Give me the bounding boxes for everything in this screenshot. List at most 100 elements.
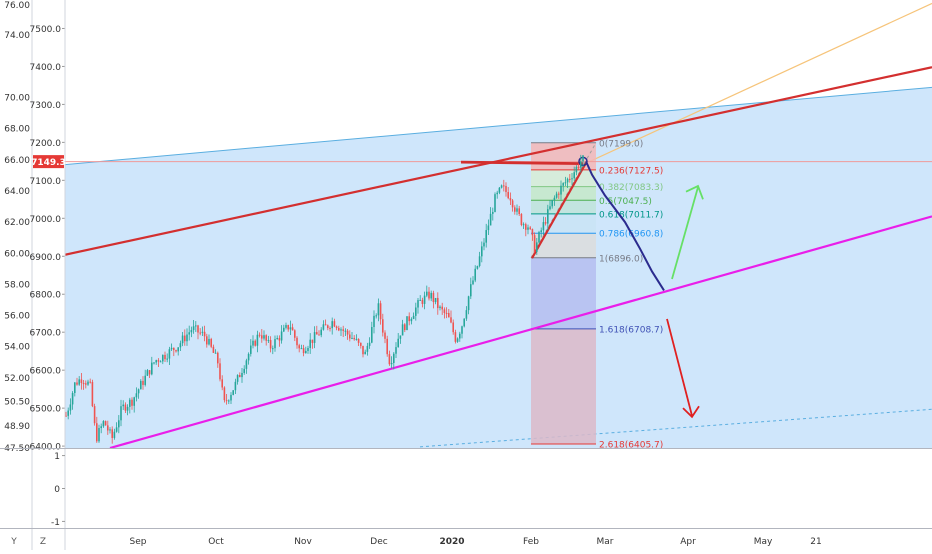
scale-button-y[interactable]: Y xyxy=(10,537,17,547)
candle-body xyxy=(566,178,569,183)
candle-body xyxy=(544,222,547,224)
left-axis-tick-label: 48.90 xyxy=(4,422,30,432)
candle-body xyxy=(375,315,377,317)
candle-body xyxy=(243,368,245,373)
candle-body xyxy=(430,292,432,299)
candle-body xyxy=(278,338,281,341)
candle-body xyxy=(153,362,155,364)
candle-body xyxy=(580,161,582,168)
candle-body xyxy=(287,325,289,330)
candle-body xyxy=(285,325,287,328)
candle-body xyxy=(461,326,463,334)
candle-body xyxy=(505,185,507,193)
red-resistance-line xyxy=(460,160,584,166)
scale-button-z[interactable]: Z xyxy=(40,537,46,547)
time-axis-tick-label: Oct xyxy=(208,537,224,547)
candle-body xyxy=(421,299,424,304)
candle-body xyxy=(450,317,452,323)
fib-level-label: 0.382(7083.3) xyxy=(599,183,663,193)
candle-body xyxy=(289,327,292,330)
candle-body xyxy=(245,360,248,369)
candle-body xyxy=(166,358,168,360)
candle-body xyxy=(364,351,366,355)
candle-body xyxy=(300,348,303,350)
candle-body xyxy=(558,193,560,195)
fib-zone xyxy=(531,186,596,201)
candle-body xyxy=(67,410,69,416)
candle-body xyxy=(540,230,542,233)
price-axis-tick-label: 7100.0 xyxy=(30,177,62,187)
channel-lower-dotted-line xyxy=(419,408,932,448)
candle-body xyxy=(252,340,254,346)
candle-body xyxy=(87,381,89,385)
time-axis-tick-label: 21 xyxy=(810,537,821,547)
candle-body xyxy=(214,352,217,354)
candle-body xyxy=(410,318,413,322)
left-axis-tick-label: 64.00 xyxy=(4,187,30,197)
candle-body xyxy=(184,335,186,342)
candle-body xyxy=(78,379,80,385)
candle-body xyxy=(217,352,219,364)
candle-body xyxy=(261,335,263,339)
candle-body xyxy=(441,306,443,310)
fib-level-label: 0(7199.0) xyxy=(599,139,643,149)
candle-body xyxy=(219,363,221,380)
fib-zone xyxy=(531,257,596,329)
candle-body xyxy=(485,230,487,243)
fib-level-label: 0.236(7127.5) xyxy=(599,166,663,176)
candle-body xyxy=(437,297,439,309)
candle-body xyxy=(459,333,461,339)
red-arrow-shaft xyxy=(666,318,693,416)
candle-body xyxy=(258,334,261,336)
candle-body xyxy=(232,390,234,395)
candle-body xyxy=(148,370,151,375)
candle-body xyxy=(129,399,131,407)
candle-body xyxy=(322,324,325,330)
time-axis-tick-label: Feb xyxy=(523,537,539,547)
candle-body xyxy=(76,382,78,385)
candle-body xyxy=(239,375,241,378)
candle-body xyxy=(210,338,212,347)
fib-level-label: 2.618(6405.7) xyxy=(599,440,663,450)
candle-body xyxy=(203,331,206,337)
candle-body xyxy=(507,192,509,199)
candle-body xyxy=(353,337,355,340)
left-axis-tick-label: 52.00 xyxy=(4,374,30,384)
candle-body xyxy=(390,362,393,365)
candle-body xyxy=(179,343,182,348)
red-trend-line xyxy=(65,66,932,256)
candle-body xyxy=(265,335,267,341)
candle-body xyxy=(452,322,454,333)
current-price-badge-label: 7149.3 xyxy=(31,158,66,168)
candle-body xyxy=(302,348,305,354)
candle-body xyxy=(274,339,276,349)
candle-body xyxy=(329,328,331,330)
candle-body xyxy=(408,316,410,322)
candle-body xyxy=(538,232,540,243)
price-axis-tick-label: 7500.0 xyxy=(30,25,62,35)
candle-body xyxy=(225,400,228,402)
candle-body xyxy=(476,266,479,269)
candle-body xyxy=(494,194,496,212)
price-axis-tick-label: 7400.0 xyxy=(30,63,62,73)
candle-body xyxy=(533,235,536,252)
red-rising-leg xyxy=(531,162,587,259)
candle-body xyxy=(201,331,204,333)
candle-body xyxy=(181,335,184,344)
candle-body xyxy=(263,335,265,339)
fib-level-label: 0.5(7047.5) xyxy=(599,197,652,207)
candle-body xyxy=(173,347,175,351)
candle-body xyxy=(206,336,208,345)
candle-body xyxy=(415,307,417,316)
candle-body xyxy=(569,178,571,180)
candle-body xyxy=(272,348,274,350)
candle-body xyxy=(93,406,96,424)
fib-zone xyxy=(531,328,596,444)
candle-body xyxy=(472,280,474,285)
indicator-axis-tick-label: 0 xyxy=(54,485,60,495)
candle-body xyxy=(467,296,470,311)
candle-body xyxy=(331,321,333,329)
candle-body xyxy=(511,200,514,208)
